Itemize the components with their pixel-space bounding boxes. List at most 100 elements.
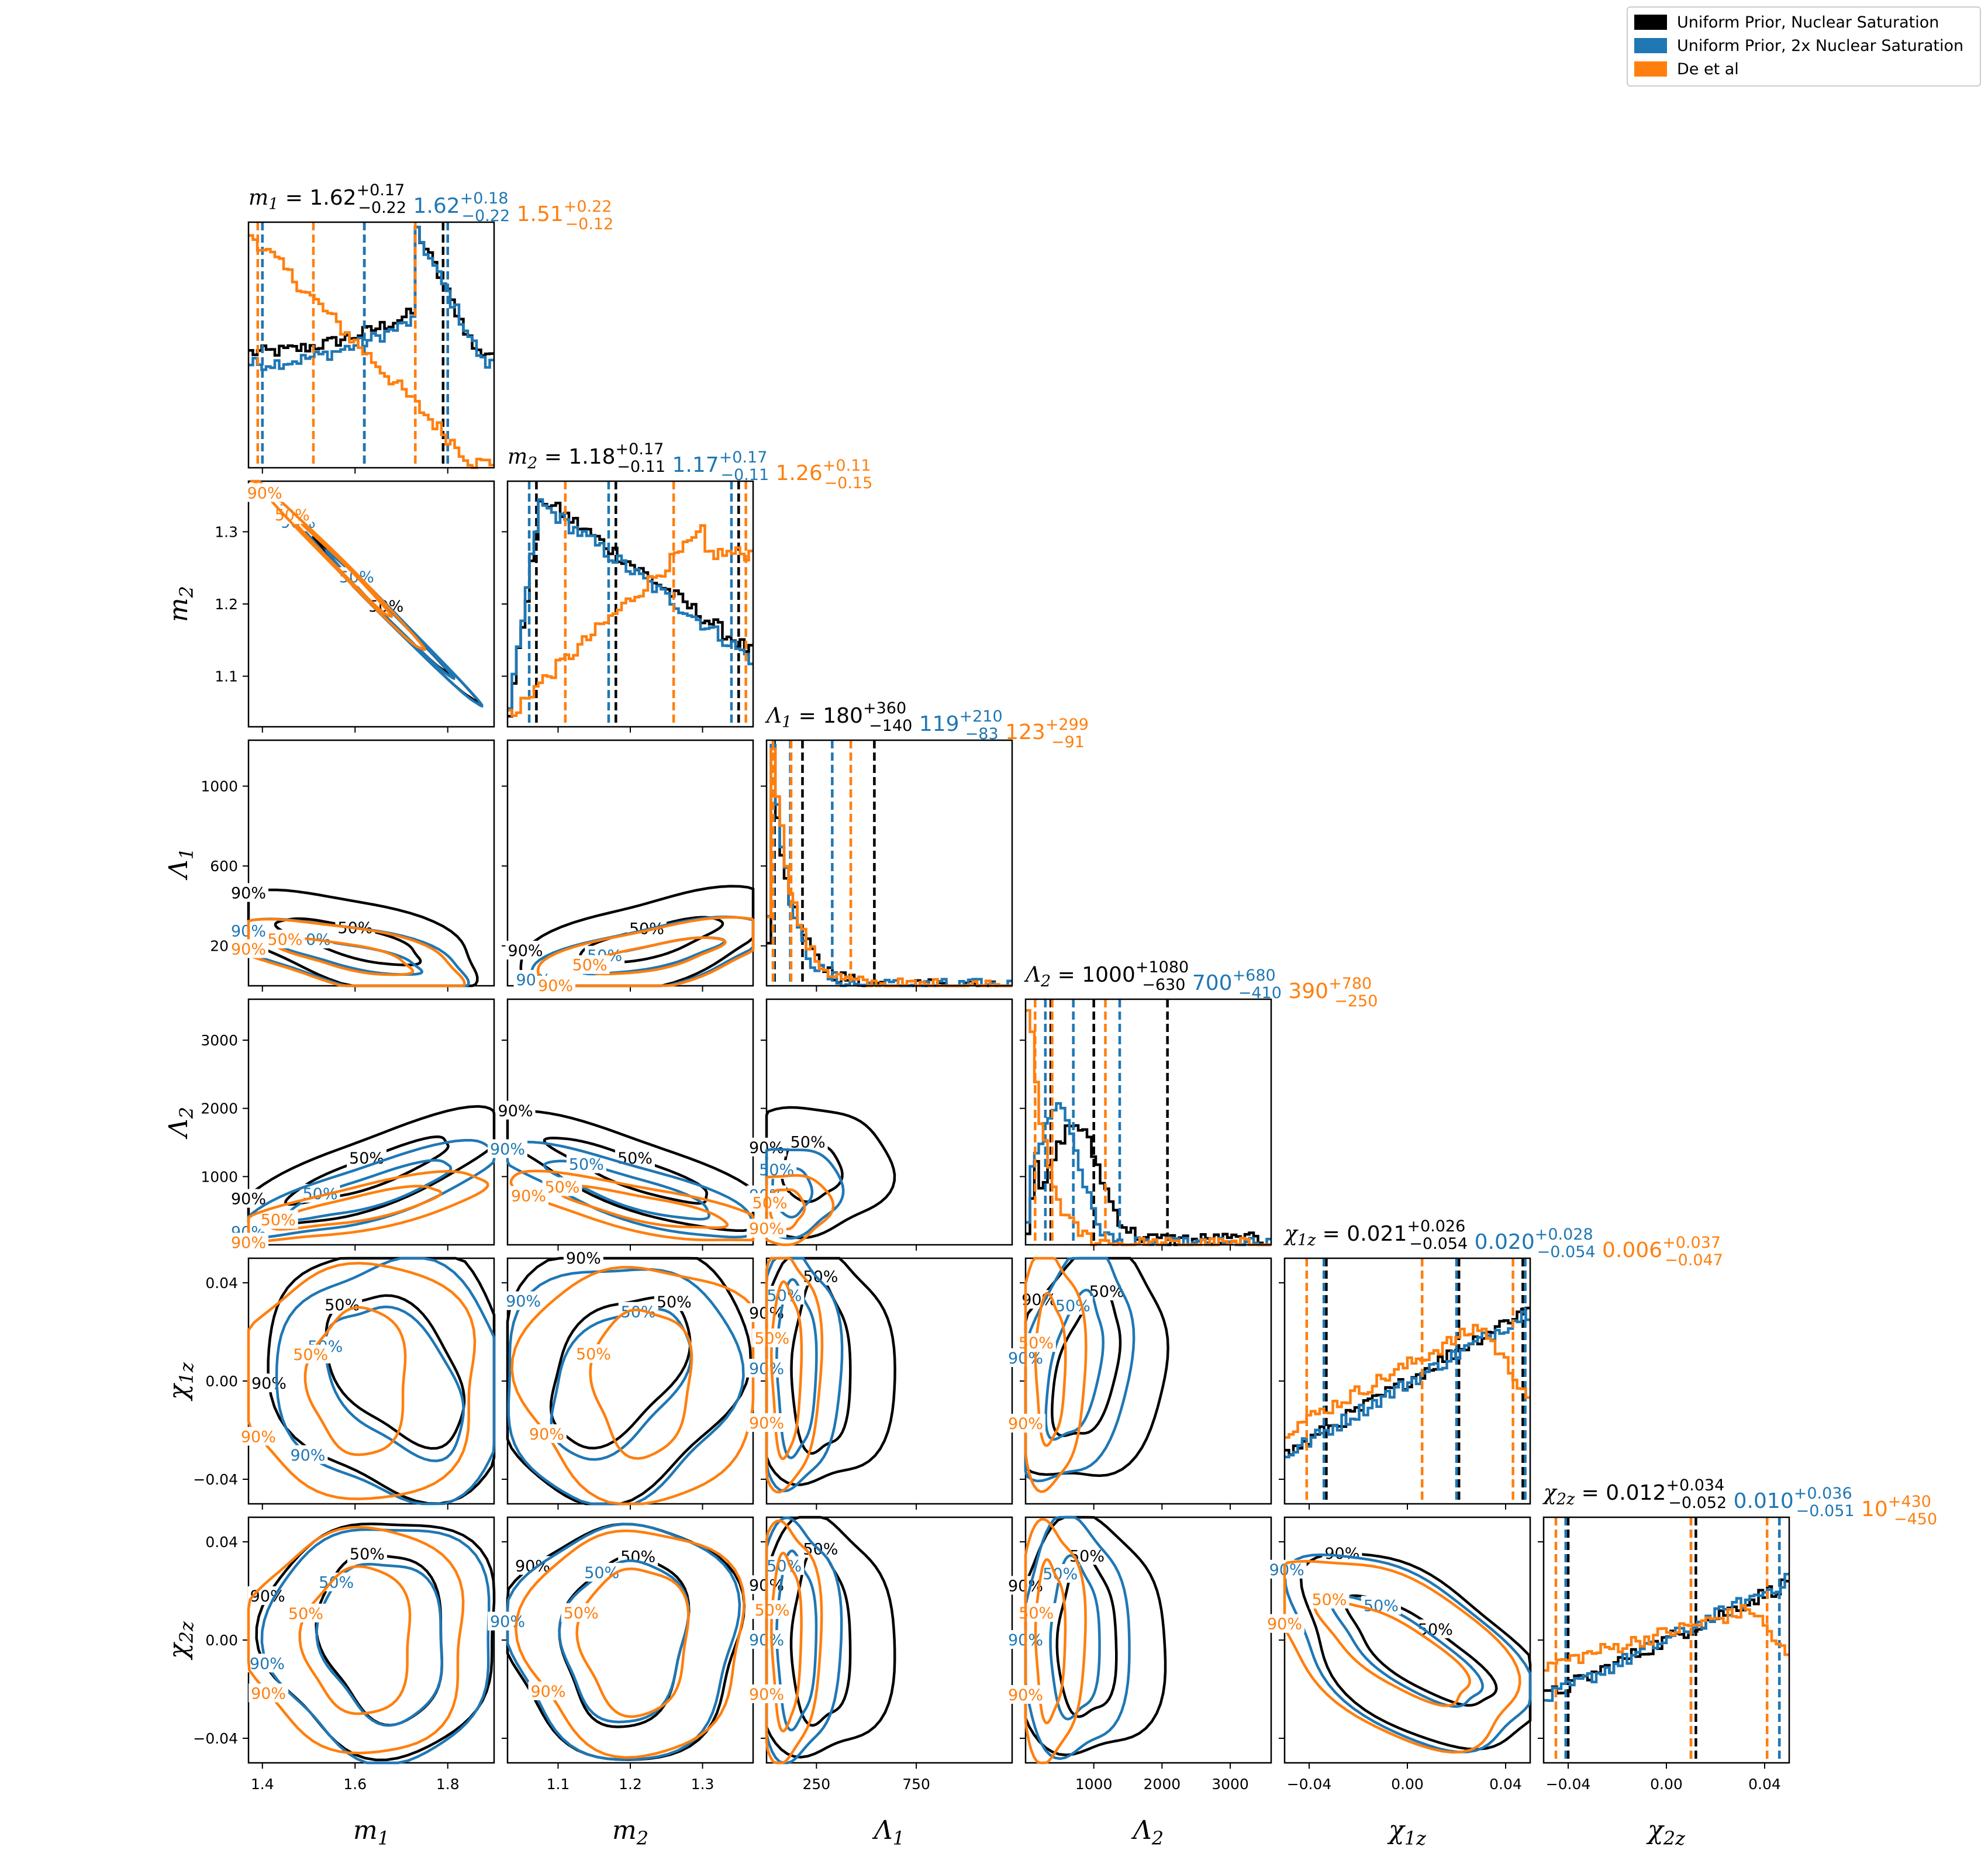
panel-frame <box>247 221 495 469</box>
contour-label-bg <box>229 939 268 958</box>
y-tick-label: 0.04 <box>205 1534 238 1551</box>
contour-line <box>247 917 466 988</box>
contour-label: 50% <box>261 1211 296 1230</box>
panel-L2: Λ2 = 1000+1080 −630 700+680 −410 390+780 −2… <box>1020 958 1378 1251</box>
contour-label: 90% <box>508 942 543 960</box>
legend-label: Uniform Prior, Nuclear Saturation <box>1677 13 1939 32</box>
x-tick-label: −0.04 <box>1287 1776 1332 1793</box>
contour-line <box>303 1306 407 1456</box>
panel-m1: m1 = 1.62+0.17 −0.22 1.62+0.18 −0.22 1.51+… <box>247 181 613 474</box>
contour-label-bg <box>1016 1333 1056 1352</box>
contour-label: 90% <box>506 1293 541 1311</box>
contour-label-bg <box>1006 1414 1045 1433</box>
contour-line <box>1049 1554 1101 1721</box>
panel-title: m1 = 1.62+0.17 −0.22 1.62+0.18 −0.22 1.51+… <box>248 181 613 233</box>
panel-m2: m2 = 1.18+0.17 −0.11 1.17+0.17 −0.11 1.26+… <box>502 440 872 733</box>
contour-line <box>558 1559 690 1724</box>
panel-m1-chi1z: −0.04 0.00 0.04 χ1z <box>164 1257 495 1510</box>
contour-label-bg <box>488 1139 527 1158</box>
contour-label-bg <box>750 1193 790 1212</box>
histogram-orange <box>1285 1324 1530 1439</box>
legend: Uniform Prior, Nuclear Saturation Uniform… <box>1627 6 1981 87</box>
contour-label: 50% <box>1019 1334 1054 1352</box>
contour-line <box>506 1256 753 1506</box>
contour-label: 90% <box>1267 1615 1302 1634</box>
x-tick-label: 1.3 <box>691 1776 715 1793</box>
contour-label-bg <box>1040 1563 1081 1583</box>
contour-label: 50% <box>620 1548 655 1566</box>
contour-label-bg <box>505 941 546 960</box>
y-axis-label: χ2z <box>164 1621 198 1661</box>
panel-frame <box>765 739 1013 987</box>
contour-label-bg <box>229 883 268 902</box>
x-tick-label: 1.8 <box>436 1776 460 1793</box>
y-tick-label: 0.00 <box>205 1632 238 1649</box>
contour-line <box>1055 1554 1118 1718</box>
contour-label: 50% <box>791 1133 826 1151</box>
histogram-blue <box>1026 1102 1271 1247</box>
contour-line <box>324 548 455 681</box>
contour-label: 50% <box>349 1149 384 1168</box>
contour-line <box>509 1169 755 1242</box>
y-tick-label: −0.04 <box>193 1471 238 1488</box>
contour-line <box>298 1565 412 1715</box>
histogram-blue <box>1285 1310 1530 1459</box>
y-tick-label: 600 <box>210 858 238 875</box>
contour-label-bg <box>764 1286 805 1305</box>
x-tick-label: 0.00 <box>1650 1776 1683 1793</box>
contour-label: 50% <box>1043 1565 1078 1583</box>
legend-swatch <box>1634 61 1667 77</box>
contour-label: 90% <box>231 941 266 959</box>
panel-title: m2 = 1.18+0.17 −0.11 1.17+0.17 −0.11 1.26+… <box>508 440 872 492</box>
contour-line <box>247 1262 477 1500</box>
panel-title: χ1z = 0.021+0.026 −0.054 0.020+0.028 −0.05… <box>1283 1217 1723 1269</box>
x-tick-label: 750 <box>902 1776 930 1793</box>
contour-label: 50% <box>564 1604 599 1623</box>
contour-line <box>765 1256 824 1494</box>
contour-label: 50% <box>325 1296 360 1314</box>
contour-label-bg <box>229 1233 268 1252</box>
x-axis-label: Λ2 <box>1131 1815 1164 1849</box>
contour-line <box>274 917 422 966</box>
contour-line <box>515 1529 746 1759</box>
x-tick-label: 0.00 <box>1391 1776 1424 1793</box>
panel-chi2z: χ2z = 0.012+0.034 −0.052 0.010+0.036 −0.05… <box>1538 1476 1937 1849</box>
contour-label: 50% <box>617 1149 653 1168</box>
panel-frame <box>506 480 754 728</box>
y-axis-label: Λ1 <box>164 848 198 881</box>
x-tick-label: 1.6 <box>343 1776 367 1793</box>
contour-line <box>575 1567 690 1718</box>
contour-label: 50% <box>572 957 608 975</box>
contour-label: 50% <box>267 931 302 949</box>
x-tick-label: 1.1 <box>547 1776 570 1793</box>
contour-line <box>510 1266 755 1506</box>
y-tick-label: 1000 <box>201 1168 238 1185</box>
contour-label-bg <box>747 1413 786 1432</box>
panel-m1-L2: 1000 2000 3000 Λ2 <box>164 998 495 1251</box>
contour-label-bg <box>1052 1296 1093 1315</box>
contour-line <box>247 1525 465 1755</box>
y-tick-label: 1000 <box>201 778 238 795</box>
contour-label: 90% <box>749 1220 784 1238</box>
contour-line <box>1034 1292 1067 1447</box>
panel-m1-chi2z: 1.4 1.6 1.8 m1 −0.04 0.00 0.04 χ2z <box>164 1516 495 1849</box>
contour-label-bg <box>1322 1544 1362 1563</box>
contour-label: 90% <box>538 977 573 995</box>
contour-label-bg <box>488 1611 527 1631</box>
histogram-blue <box>1544 1573 1789 1702</box>
contour-label: 90% <box>231 1234 266 1252</box>
contour-line <box>1051 1289 1122 1437</box>
histogram-orange <box>248 234 494 470</box>
contour-label-bg <box>347 1148 387 1168</box>
y-axis-label: m2 <box>164 586 198 622</box>
panel-m1-m2: 1.1 1.2 1.3 m2 <box>164 480 495 733</box>
x-axis-label: m2 <box>612 1815 648 1849</box>
x-tick-label: 1.4 <box>251 1776 274 1793</box>
contour-label: 90% <box>231 1190 266 1209</box>
panel-title: Λ1 = 180+360 −140 119+210 −83 123+299 −91 <box>765 699 1089 751</box>
panel-chi1z-chi2z: −0.04 0.00 0.04 χ1z <box>1279 1516 1531 1849</box>
contour-label: 50% <box>755 1601 790 1620</box>
contour-label-bg <box>258 1210 298 1229</box>
contour-label-bg <box>229 1189 268 1208</box>
